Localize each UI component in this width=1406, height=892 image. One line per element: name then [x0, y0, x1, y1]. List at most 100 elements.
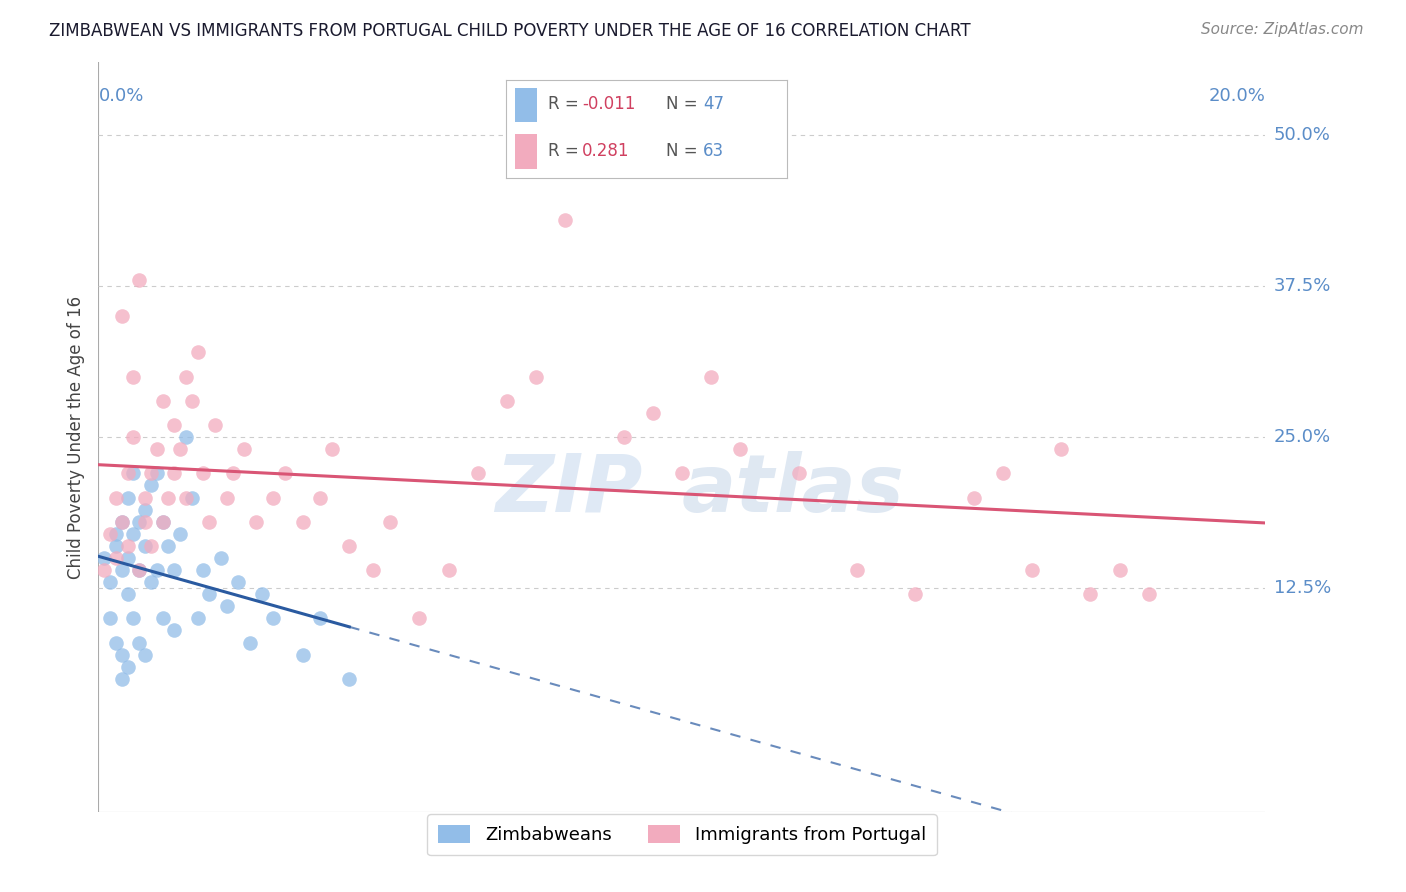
Point: [1050, 442, 1073, 457]
Point: [152, 515, 174, 529]
Point: [408, 611, 430, 625]
Point: [193, 467, 215, 481]
Point: [174, 369, 197, 384]
Text: 47: 47: [703, 95, 724, 113]
Point: [152, 611, 174, 625]
Point: [233, 442, 256, 457]
Text: 63: 63: [703, 142, 724, 160]
Point: [467, 467, 489, 481]
Y-axis label: Child Poverty Under the Age of 16: Child Poverty Under the Age of 16: [66, 295, 84, 579]
Point: [98, 611, 121, 625]
Point: [163, 467, 186, 481]
Point: [524, 369, 547, 384]
Point: [180, 491, 202, 505]
Point: [122, 430, 145, 444]
Point: [111, 515, 134, 529]
Point: [671, 467, 693, 481]
Point: [146, 467, 169, 481]
Point: [641, 406, 664, 420]
Point: [134, 491, 156, 505]
Point: [134, 502, 156, 516]
Point: [117, 659, 139, 673]
Point: [174, 491, 197, 505]
Point: [991, 467, 1014, 481]
Point: [117, 491, 139, 505]
Point: [198, 515, 221, 529]
Point: [146, 442, 169, 457]
Point: [309, 611, 332, 625]
Point: [146, 563, 169, 577]
Legend: Zimbabweans, Immigrants from Portugal: Zimbabweans, Immigrants from Portugal: [427, 814, 936, 855]
Point: [157, 491, 180, 505]
Point: [104, 550, 127, 565]
Point: [174, 430, 197, 444]
Text: R =: R =: [548, 142, 589, 160]
Point: [187, 611, 209, 625]
Text: 50.0%: 50.0%: [1274, 126, 1330, 144]
Point: [152, 393, 174, 408]
Point: [111, 515, 134, 529]
Point: [204, 417, 226, 432]
Point: [128, 515, 150, 529]
Text: -0.011: -0.011: [582, 95, 636, 113]
Point: [250, 587, 273, 601]
Point: [169, 442, 191, 457]
Text: 37.5%: 37.5%: [1274, 277, 1331, 295]
Point: [117, 587, 139, 601]
Text: N =: N =: [666, 95, 703, 113]
Point: [139, 478, 162, 492]
Point: [228, 575, 250, 590]
Point: [117, 539, 139, 553]
Point: [198, 587, 221, 601]
Point: [187, 345, 209, 359]
Point: [157, 539, 180, 553]
Text: 0.0%: 0.0%: [98, 87, 143, 105]
Point: [128, 273, 150, 287]
Point: [291, 515, 314, 529]
Text: atlas: atlas: [682, 450, 904, 529]
Point: [104, 539, 127, 553]
Point: [1137, 587, 1160, 601]
Point: [122, 526, 145, 541]
Point: [152, 515, 174, 529]
Point: [496, 393, 519, 408]
Point: [93, 563, 115, 577]
Point: [904, 587, 927, 601]
Point: [128, 563, 150, 577]
Point: [612, 430, 634, 444]
Point: [122, 611, 145, 625]
Text: ZIP: ZIP: [495, 450, 643, 529]
Point: [98, 575, 121, 590]
Point: [134, 515, 156, 529]
Point: [962, 491, 984, 505]
Point: [309, 491, 332, 505]
Text: ZIMBABWEAN VS IMMIGRANTS FROM PORTUGAL CHILD POVERTY UNDER THE AGE OF 16 CORRELA: ZIMBABWEAN VS IMMIGRANTS FROM PORTUGAL C…: [49, 22, 970, 40]
Text: 0.281: 0.281: [582, 142, 630, 160]
Point: [128, 635, 150, 649]
Point: [215, 491, 238, 505]
Point: [93, 550, 115, 565]
Point: [122, 467, 145, 481]
Point: [321, 442, 343, 457]
Point: [193, 563, 215, 577]
Point: [169, 526, 191, 541]
Point: [245, 515, 267, 529]
Point: [215, 599, 238, 614]
Point: [337, 539, 360, 553]
Point: [111, 648, 134, 662]
Point: [134, 648, 156, 662]
Text: 12.5%: 12.5%: [1274, 579, 1331, 597]
Point: [111, 310, 134, 324]
Point: [846, 563, 869, 577]
Point: [163, 563, 186, 577]
Point: [1021, 563, 1043, 577]
Point: [139, 539, 162, 553]
Text: N =: N =: [666, 142, 703, 160]
Point: [111, 563, 134, 577]
Point: [337, 672, 360, 686]
Point: [700, 369, 723, 384]
Text: 25.0%: 25.0%: [1274, 428, 1331, 446]
Point: [209, 550, 232, 565]
Point: [221, 467, 243, 481]
Point: [437, 563, 460, 577]
